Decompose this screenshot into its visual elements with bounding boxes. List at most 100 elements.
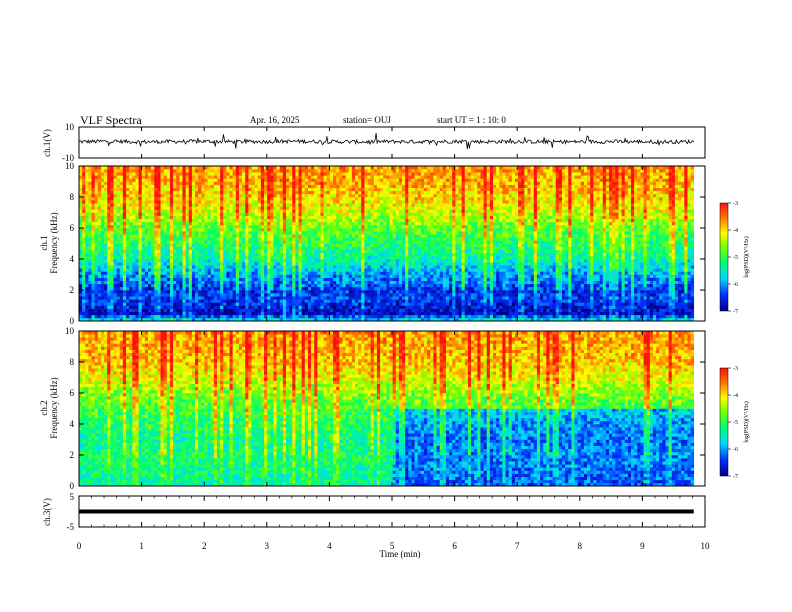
spectrogram-cell — [217, 184, 221, 188]
spectrogram-cell — [298, 228, 302, 232]
spectrogram-cell — [298, 308, 302, 312]
spectrogram-cell — [217, 215, 221, 219]
spectrogram-cell — [126, 262, 130, 266]
spectrogram-cell — [163, 209, 168, 213]
spectrogram-cell — [157, 197, 161, 201]
spectrogram-cell — [376, 228, 381, 232]
spectrogram-cell — [79, 224, 83, 229]
spectrogram-cell — [91, 193, 95, 198]
spectrogram-cell — [107, 283, 111, 288]
spectrogram-cell — [264, 200, 268, 204]
spectrogram-cell — [226, 290, 230, 294]
spectrogram-cell — [336, 184, 340, 188]
spectrogram-cell — [138, 317, 143, 322]
spectrogram-cell — [160, 197, 164, 201]
spectrogram-cell — [336, 169, 340, 173]
spectrogram-cell — [148, 280, 152, 285]
spectrogram-cell — [251, 197, 255, 201]
spectrogram-cell — [163, 265, 168, 269]
spectrogram-cell — [333, 271, 337, 275]
spectrogram-cell — [169, 311, 174, 316]
spectrogram-cell — [282, 311, 287, 316]
spectrogram-cell — [386, 206, 390, 210]
spectrogram-cell — [336, 311, 340, 316]
spectrogram-cell — [166, 252, 171, 257]
spectrogram-cell — [345, 215, 350, 219]
spectrogram-cell — [351, 197, 356, 201]
spectrogram-cell — [182, 252, 186, 257]
spectrogram-cell — [317, 224, 321, 229]
spectrogram-cell — [210, 228, 215, 232]
spectrogram-cell — [198, 178, 202, 182]
spectrogram-cell — [198, 246, 202, 250]
spectrogram-cell — [326, 178, 331, 182]
spectrogram-cell — [141, 296, 146, 300]
spectrogram-cell — [154, 302, 158, 306]
spectrogram-cell — [113, 283, 117, 288]
spectrogram-cell — [273, 286, 277, 291]
spectrogram-cell — [386, 200, 390, 204]
spectrogram-cell — [289, 271, 293, 275]
spectrogram-cell — [141, 184, 146, 188]
spectrogram-cell — [176, 274, 180, 278]
spectrogram-cell — [188, 286, 193, 291]
spectrogram-cell — [88, 317, 92, 322]
spectrogram-cell — [254, 212, 259, 216]
spectrogram-cell — [386, 268, 390, 272]
spectrogram-cell — [157, 246, 161, 250]
spectrogram-cell — [257, 311, 262, 316]
spectrogram-cell — [260, 259, 265, 263]
spectrogram-cell — [273, 293, 277, 297]
spectrogram-cell — [298, 234, 302, 238]
spectrogram-cell — [148, 172, 152, 176]
spectrogram-cell — [329, 215, 334, 219]
spectrogram-cell — [257, 299, 262, 303]
spectrogram-cell — [298, 252, 302, 257]
spectrogram-cell — [279, 259, 284, 263]
spectrogram-cell — [351, 200, 356, 204]
spectrogram-cell — [279, 178, 284, 182]
spectrogram-cell — [383, 308, 387, 312]
spectrogram-cell — [188, 206, 193, 210]
spectrogram-cell — [342, 262, 346, 266]
spectrogram-cell — [267, 296, 271, 300]
spectrogram-cell — [173, 218, 177, 223]
spectrogram-cell — [198, 209, 202, 213]
spectrogram-cell — [273, 200, 277, 204]
spectrogram-cell — [166, 228, 171, 232]
spectrogram-cell — [79, 252, 83, 257]
spectrogram-cell — [179, 218, 183, 223]
spectrogram-cell — [364, 293, 368, 297]
spectrogram-cell — [79, 240, 83, 244]
spectrogram-cell — [107, 221, 111, 226]
spectrogram-cell — [242, 184, 246, 188]
spectrogram-cell — [348, 259, 353, 263]
spectrogram-cell — [320, 283, 324, 288]
spectrogram-cell — [160, 249, 164, 254]
spectrogram-cell — [238, 271, 243, 275]
spectrogram-cell — [238, 200, 243, 204]
spectrogram-cell — [235, 169, 240, 173]
spectrogram-cell — [185, 246, 190, 250]
spectrogram-cell — [169, 268, 174, 272]
spectrogram-cell — [79, 206, 83, 210]
spectrogram-cell — [217, 181, 221, 185]
spectrogram-cell — [276, 221, 281, 226]
spectrogram-cell — [82, 184, 86, 188]
spectrogram-cell — [351, 268, 356, 272]
spectrogram-cell — [351, 206, 356, 210]
spectrogram-cell — [157, 240, 161, 244]
spectrogram-cell — [210, 302, 215, 306]
spectrogram-cell — [144, 181, 149, 185]
spectrogram-cell — [129, 231, 133, 235]
spectrogram-cell — [94, 259, 99, 263]
spectrogram-cell — [126, 187, 130, 192]
spectrogram-cell — [329, 166, 334, 170]
spectrogram-cell — [148, 293, 152, 297]
spectrogram-cell — [307, 317, 312, 322]
spectrogram-cell — [119, 296, 124, 300]
spectrogram-cell — [217, 280, 221, 285]
spectrogram-cell — [279, 228, 284, 232]
spectrogram-cell — [386, 193, 390, 198]
spectrogram-cell — [160, 200, 164, 204]
